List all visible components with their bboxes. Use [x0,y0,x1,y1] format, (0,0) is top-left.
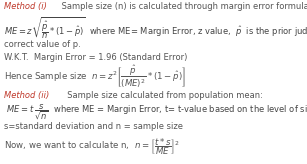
Text: $ME = z\sqrt{\dfrac{\hat{p}}{n}*(1-\hat{p})}$  where ME= Margin Error, z value, : $ME = z\sqrt{\dfrac{\hat{p}}{n}*(1-\hat{… [4,15,307,41]
Text: s=standard deviation and n = sample size: s=standard deviation and n = sample size [4,122,183,131]
Text: Sample size calculated from population mean:: Sample size calculated from population m… [62,91,263,100]
Text: Sample size (n) is calculated through margin error formula:: Sample size (n) is calculated through ma… [59,2,307,11]
Text: $ME = t\,\dfrac{s}{\sqrt{n}}$  where ME = Margin Error, t= t-value based on the : $ME = t\,\dfrac{s}{\sqrt{n}}$ where ME =… [4,102,307,121]
Text: correct value of p.: correct value of p. [4,40,80,49]
Text: W.K.T.  Margin Error = 1.96 (Standard Error): W.K.T. Margin Error = 1.96 (Standard Err… [4,53,187,62]
Text: Method (i): Method (i) [4,2,47,11]
Text: Now, we want to calculate n,  $n = \left[\dfrac{t*s}{ME}\right]^2$: Now, we want to calculate n, $n = \left[… [4,136,180,157]
Text: Hence Sample size  $n = z^2\left[\dfrac{\hat{p}}{(ME)^2}*(1-\hat{p})\right]$: Hence Sample size $n = z^2\left[\dfrac{\… [4,63,186,90]
Text: Method (ii): Method (ii) [4,91,49,100]
